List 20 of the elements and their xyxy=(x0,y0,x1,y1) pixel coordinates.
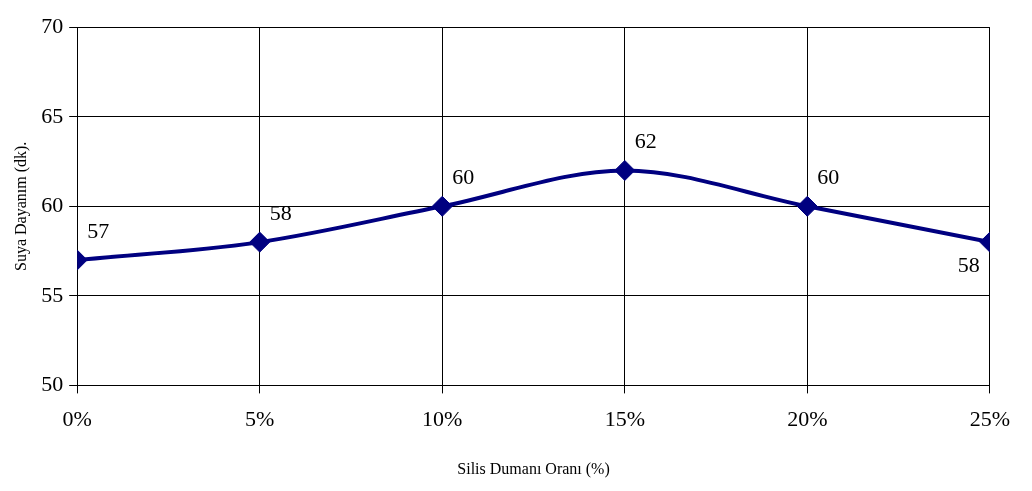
x-tick-label: 5% xyxy=(245,406,275,432)
data-label: 57 xyxy=(87,217,110,243)
data-label: 58 xyxy=(957,251,980,277)
x-tick-label: 25% xyxy=(969,406,1010,432)
y-axis-title: Suya Dayanım (dk). xyxy=(11,141,30,271)
y-tick-label: 70 xyxy=(41,12,64,38)
point xyxy=(431,195,453,217)
point xyxy=(614,159,636,181)
x-tick-label: 0% xyxy=(62,406,92,432)
y-tick-label: 55 xyxy=(41,281,64,307)
y-tick-label: 50 xyxy=(41,371,64,397)
x-axis-title: Silis Dumanı Oranı (%) xyxy=(457,459,610,478)
y-tick-label: 60 xyxy=(41,192,64,218)
data-label: 60 xyxy=(817,164,840,190)
data-label: 60 xyxy=(452,164,475,190)
x-tick-label: 20% xyxy=(787,406,828,432)
data-label: 62 xyxy=(634,128,657,154)
x-tick-label: 15% xyxy=(604,406,645,432)
x-tick-label: 10% xyxy=(422,406,463,432)
y-tick-label: 65 xyxy=(41,102,64,128)
